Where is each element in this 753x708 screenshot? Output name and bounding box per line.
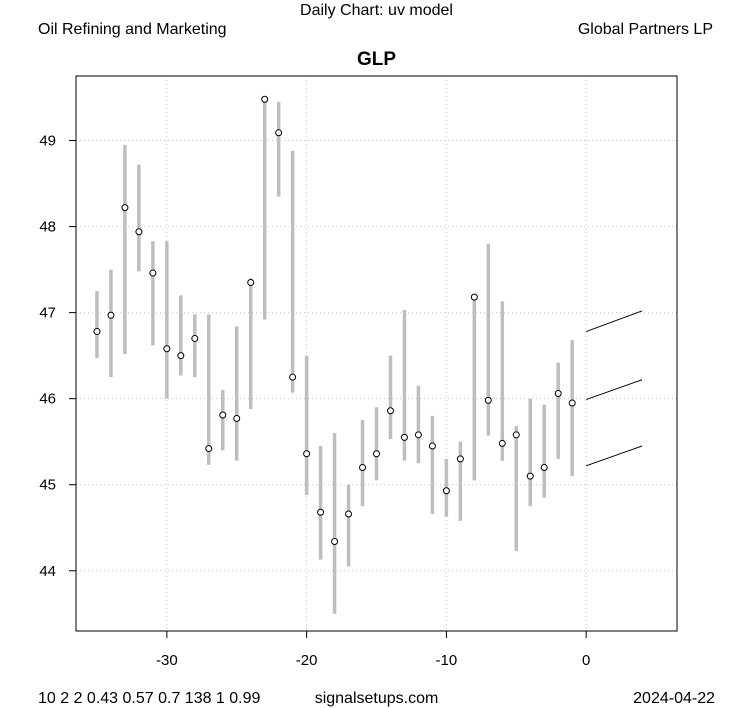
y-tick-label: 46 — [39, 391, 56, 408]
close-point — [373, 450, 380, 458]
sector-label: Oil Refining and Marketing — [38, 21, 227, 38]
site-credit: signalsetups.com — [314, 690, 439, 707]
close-point — [386, 407, 394, 415]
close-point — [317, 508, 325, 516]
x-tick-label: -20 — [296, 652, 318, 669]
y-tick-label: 48 — [39, 219, 56, 236]
close-point — [275, 129, 283, 137]
close-point — [233, 414, 241, 422]
close-point — [247, 279, 255, 287]
chart-title: GLP — [356, 49, 397, 70]
close-point — [414, 431, 422, 439]
x-tick-label: -10 — [436, 652, 458, 669]
close-point — [191, 334, 199, 342]
close-point — [568, 399, 576, 407]
close-point — [428, 442, 436, 450]
close-point — [498, 439, 506, 447]
y-tick-label: 47 — [39, 305, 56, 322]
forecast-line — [585, 379, 643, 401]
close-point — [163, 345, 171, 353]
close-point — [512, 431, 520, 439]
forecast-line — [585, 310, 643, 333]
forecast-lines — [585, 310, 643, 467]
close-point — [331, 538, 339, 546]
close-point — [205, 445, 213, 453]
close-point — [149, 269, 157, 277]
close-point — [456, 455, 464, 463]
grid-lines — [76, 76, 677, 631]
x-tick-label: 0 — [582, 652, 590, 669]
close-point — [289, 373, 297, 381]
model-params: 10 2 2 0.43 0.57 0.7 138 1 0.99 — [38, 690, 261, 707]
chart-date: 2024-04-22 — [633, 690, 715, 707]
close-points — [93, 95, 576, 546]
range-bars — [95, 99, 574, 614]
chart-header-title: Daily Chart: uv model — [300, 2, 453, 19]
close-point — [484, 396, 492, 404]
close-point — [261, 95, 269, 103]
close-point — [219, 411, 227, 419]
close-point — [470, 293, 478, 301]
y-tick-label: 44 — [39, 563, 56, 580]
x-tick-label: -30 — [156, 652, 178, 669]
company-label: Global Partners LP — [577, 21, 713, 38]
close-point — [93, 328, 101, 336]
close-point — [442, 487, 450, 495]
axes: -30 -20 -10 0 44 45 46 47 48 49 — [39, 133, 590, 669]
close-point — [107, 311, 115, 319]
close-point — [303, 450, 311, 458]
close-point — [135, 228, 143, 236]
close-point — [526, 472, 534, 480]
forecast-line — [585, 445, 643, 467]
close-point — [540, 464, 548, 472]
close-point — [400, 433, 408, 441]
y-tick-label: 49 — [39, 133, 56, 150]
close-point — [177, 352, 185, 360]
close-point — [554, 390, 562, 398]
y-tick-label: 45 — [39, 477, 56, 494]
plot-frame — [75, 75, 678, 632]
close-point — [121, 204, 129, 212]
close-point — [359, 464, 367, 472]
close-point — [345, 510, 353, 518]
